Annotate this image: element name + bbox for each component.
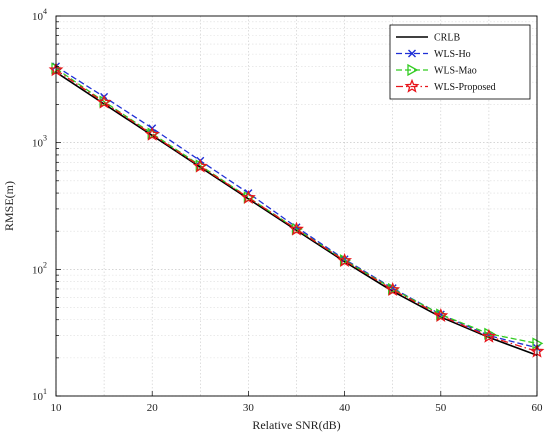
data-point-star-marker — [144, 126, 160, 141]
legend-label: WLS-Proposed — [434, 82, 496, 93]
series-crlb — [55, 71, 538, 356]
legend-label: WLS-Mao — [434, 66, 477, 77]
data-point-star-marker — [289, 221, 304, 236]
legend-item: WLS-Ho — [396, 49, 471, 60]
x-tick-label: 10 — [51, 402, 63, 414]
data-point-triangle-marker — [407, 63, 419, 77]
x-axis-title: Relative SNR(dB) — [252, 418, 340, 432]
data-point-star-marker — [96, 94, 112, 109]
legend-label: CRLB — [434, 33, 460, 44]
data-point-star-marker — [481, 328, 497, 343]
data-point-star-marker — [385, 281, 401, 297]
x-tick-label: 30 — [243, 402, 255, 414]
x-tick-label: 60 — [532, 402, 544, 414]
y-tick-label: 102 — [32, 260, 47, 276]
y-tick-label: 104 — [32, 7, 47, 23]
legend-label: WLS-Ho — [434, 49, 471, 60]
legend-item: CRLB — [396, 33, 460, 44]
legend: CRLB WLS-Ho WLS-Mao WLS-Proposed — [389, 24, 531, 100]
data-point-star-marker — [433, 307, 449, 323]
data-point-star-marker — [192, 158, 208, 173]
plot-frame — [55, 15, 538, 397]
data-point-star-marker — [404, 78, 420, 93]
series-line — [55, 71, 538, 356]
data-point-star-marker — [337, 252, 353, 267]
x-tick-label: 40 — [339, 402, 351, 414]
y-tick-label: 101 — [32, 387, 47, 403]
x-tick-label: 50 — [435, 402, 447, 414]
axis-ticks: 10 20 30 40 50 60 101 102 103 104 — [32, 7, 543, 414]
x-tick-label: 20 — [147, 402, 159, 414]
legend-item: WLS-Proposed — [396, 78, 496, 93]
series-line — [55, 69, 538, 353]
y-tick-label: 103 — [32, 134, 47, 150]
series-line — [55, 67, 538, 345]
data-point-star-marker — [240, 189, 256, 204]
y-axis-title: RMSE(m) — [2, 181, 16, 231]
data-point-x-marker — [408, 49, 416, 58]
legend-item: WLS-Mao — [396, 63, 477, 77]
